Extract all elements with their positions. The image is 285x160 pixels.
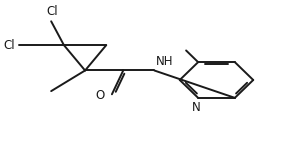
Text: Cl: Cl xyxy=(47,5,58,18)
Text: Cl: Cl xyxy=(4,39,15,52)
Text: N: N xyxy=(192,101,200,114)
Text: O: O xyxy=(95,89,105,102)
Text: NH: NH xyxy=(156,55,173,68)
